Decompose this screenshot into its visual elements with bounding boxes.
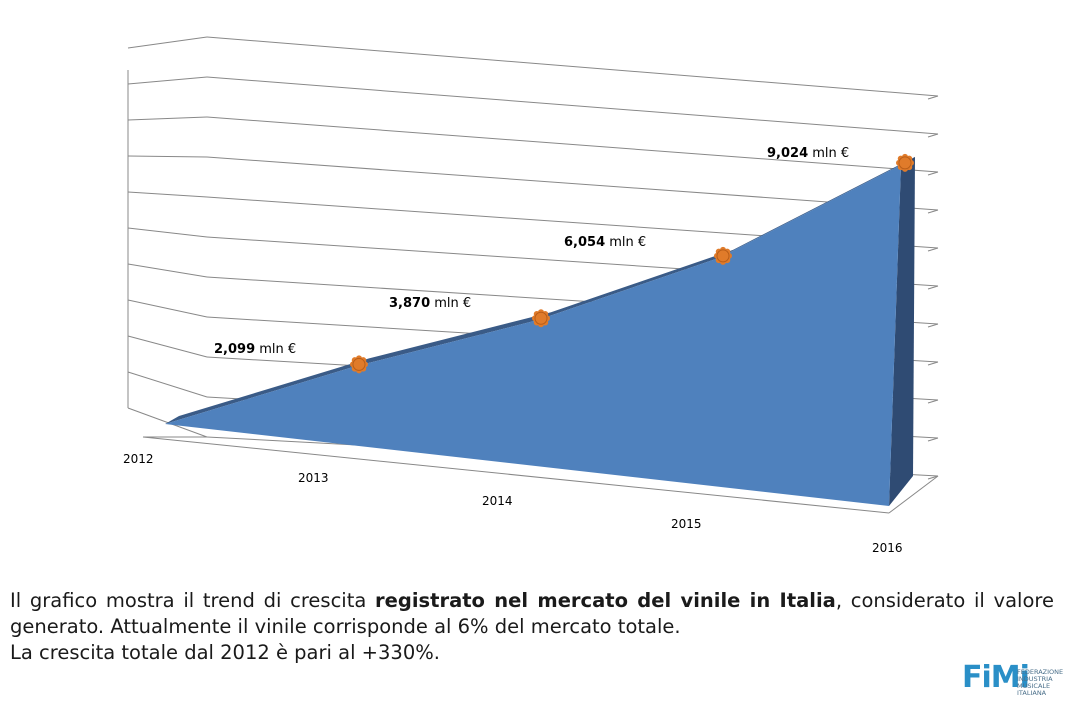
marker-center <box>534 311 548 325</box>
grid-line <box>206 116 939 173</box>
caption-paragraph: Il grafico mostra il trend di crescita r… <box>10 588 1054 640</box>
data-value-unit: mln € <box>605 235 646 250</box>
logo-line: INDUSTRIA <box>1017 675 1053 683</box>
x-tick-label: 2016 <box>872 541 903 555</box>
marker-center <box>716 249 730 263</box>
caption-text-end: , considerato il valore generato. Attual… <box>10 589 1054 638</box>
data-marker <box>532 309 550 328</box>
data-value-number: 3,870 <box>389 296 430 311</box>
grid-line <box>127 227 208 238</box>
x-tick-label: 2014 <box>482 494 513 508</box>
area-side-face <box>889 156 915 506</box>
x-tick-label: 2013 <box>298 471 329 485</box>
data-value-unit: mln € <box>255 342 296 357</box>
grid-tick <box>927 285 939 290</box>
grid-line <box>206 156 939 211</box>
grid-line <box>127 155 208 158</box>
grid-line <box>206 36 939 97</box>
floor-line <box>888 475 939 514</box>
logo-mark: FiMi <box>962 660 1030 695</box>
grid-tick <box>927 209 939 214</box>
data-marker <box>896 153 914 172</box>
grid-line <box>127 76 208 85</box>
data-markers <box>350 153 914 374</box>
x-axis-ticks: 2012 2013 2014 2015 2016 <box>123 452 903 555</box>
grid-line <box>127 36 208 49</box>
data-value-unit: mln € <box>808 146 849 161</box>
grid-line <box>127 299 208 318</box>
caption-growth-line: La crescita totale dal 2012 è pari al +3… <box>10 641 440 664</box>
grid-tick <box>927 361 939 366</box>
data-value-number: 6,054 <box>564 235 605 250</box>
grid-line <box>127 191 208 198</box>
grid-line <box>127 263 208 278</box>
grid-tick <box>927 323 939 328</box>
x-tick-label: 2015 <box>671 517 702 531</box>
grid-line <box>127 335 208 358</box>
grid-tick <box>927 171 939 176</box>
chart-caption: Il grafico mostra il trend di crescita r… <box>10 588 1054 666</box>
data-value-label: 2,099 mln € <box>214 342 296 357</box>
data-marker <box>350 355 368 374</box>
grid-line <box>206 76 939 135</box>
grid-tick <box>927 133 939 138</box>
data-value-number: 2,099 <box>214 342 255 357</box>
data-value-label: 6,054 mln € <box>564 235 646 250</box>
x-tick-label: 2012 <box>123 452 154 466</box>
grid-tick <box>927 437 939 442</box>
caption-text-bold: registrato nel mercato del vinile in Ita… <box>375 589 836 612</box>
logo-line: MUSICALE <box>1017 682 1051 690</box>
data-value-label: 9,024 mln € <box>767 146 849 161</box>
fimi-logo: FiMi FEDERAZIONE INDUSTRIA MUSICALE ITAL… <box>962 660 1072 704</box>
data-value-label: 3,870 mln € <box>389 296 471 311</box>
data-marker <box>714 246 732 265</box>
caption-text-start: Il grafico mostra il trend di crescita <box>10 589 376 612</box>
grid-line <box>127 371 208 398</box>
marker-center <box>352 357 366 371</box>
logo-subtitle: FEDERAZIONE INDUSTRIA MUSICALE ITALIANA <box>1017 669 1072 697</box>
data-labels: 2,099 mln €3,870 mln €6,054 mln €9,024 m… <box>214 146 849 357</box>
grid-line <box>127 116 208 121</box>
grid-tick <box>927 95 939 100</box>
logo-line: FEDERAZIONE <box>1017 668 1064 676</box>
data-value-number: 9,024 <box>767 146 808 161</box>
grid-tick <box>927 399 939 404</box>
area-front-face <box>165 164 901 506</box>
grid-tick <box>927 247 939 252</box>
data-value-unit: mln € <box>430 296 471 311</box>
x-axis-line <box>142 436 890 514</box>
area-series <box>165 156 915 506</box>
grid-line <box>127 407 208 438</box>
grid-tick <box>927 475 939 480</box>
logo-line: ITALIANA <box>1017 689 1047 697</box>
marker-center <box>898 156 912 170</box>
